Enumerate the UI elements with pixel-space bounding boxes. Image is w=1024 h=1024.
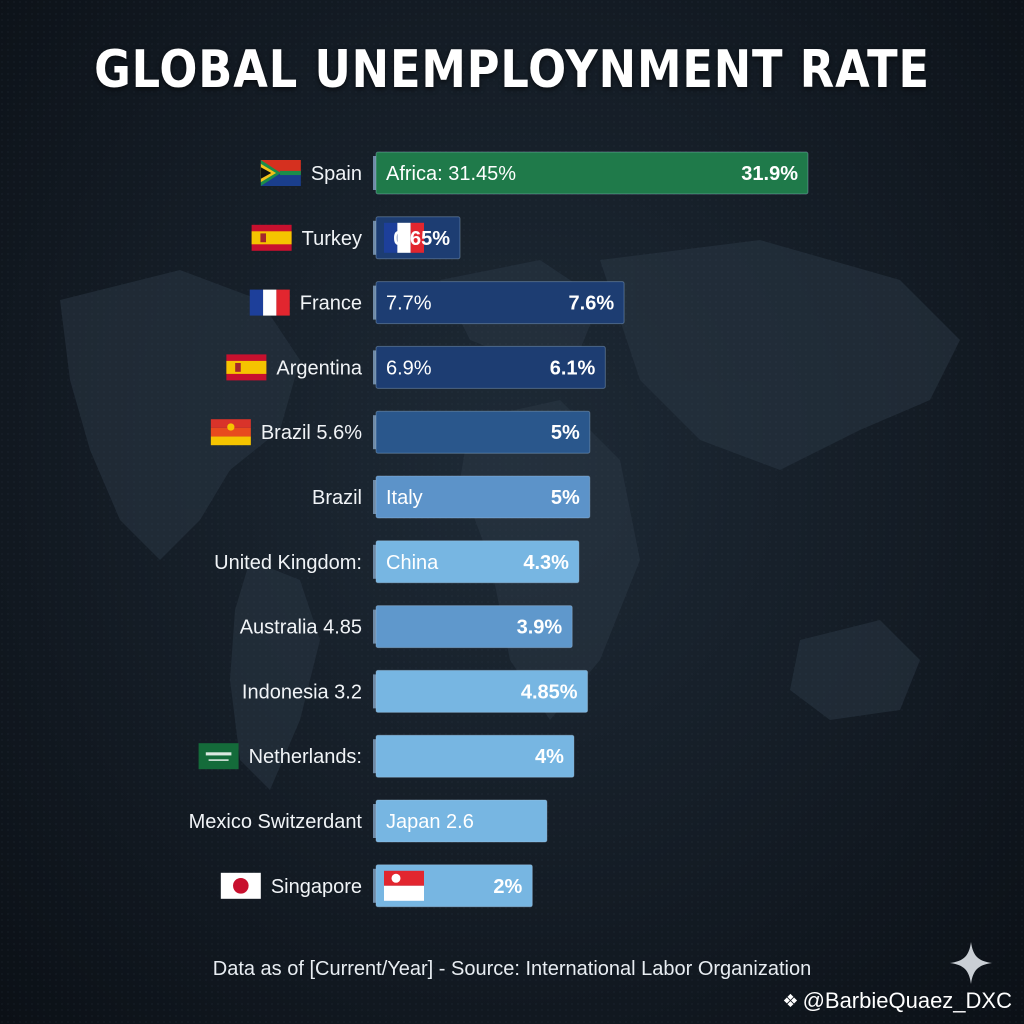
axis-tick: [373, 804, 376, 838]
value-label: 2%: [493, 876, 522, 898]
bar-inner-label: China: [386, 552, 439, 574]
bar: [375, 669, 589, 713]
japan-flag: [220, 872, 261, 899]
value-label: 7.6%: [569, 293, 615, 315]
watermark-text: @BarbieQuaez_DXC: [802, 988, 1012, 1013]
axis-tick: [373, 609, 376, 644]
category-label: Netherlands:: [249, 746, 362, 768]
bar: [375, 281, 625, 325]
bar-inner-label: 6.9%: [386, 357, 432, 379]
axis-tick: [373, 350, 376, 385]
value-label: 4.85%: [521, 681, 578, 703]
axis-tick: [373, 220, 376, 255]
category-label: Australia 4.85: [240, 617, 362, 639]
watermark: ❖ @BarbieQuaez_DXC: [782, 988, 1012, 1014]
source-footnote: Data as of [Current/Year] - Source: Inte…: [212, 958, 812, 980]
bar-inner-label: Japan 2.6: [386, 811, 474, 833]
category-label: Argentina: [276, 357, 362, 379]
axis-tick: [373, 739, 376, 774]
axis-tick: [373, 480, 376, 514]
singapore-flag: [384, 870, 424, 901]
bar: [375, 475, 591, 519]
value-label: 6.1%: [550, 357, 596, 379]
bar: [375, 799, 548, 843]
value-label: 4%: [535, 746, 564, 768]
axis-tick: [373, 674, 376, 709]
category-label: Indonesia 3.2: [242, 681, 362, 703]
bar-inner-label: Africa: 31.45%: [386, 163, 516, 185]
axis-tick: [373, 868, 376, 903]
value-label: 31.9%: [741, 163, 798, 185]
bar: [375, 734, 575, 778]
bar: [375, 345, 606, 389]
category-label: Brazil 5.6%: [261, 422, 362, 444]
france-flag: [249, 289, 290, 316]
value-label: 3.9%: [517, 617, 563, 639]
category-label: Turkey: [302, 228, 362, 250]
value-label: 5%: [551, 422, 580, 444]
category-label: Mexico Switzerdant: [189, 811, 363, 833]
sparkle-icon: [950, 942, 992, 984]
axis-tick: [373, 415, 376, 450]
bar-inner-label: Italy: [386, 487, 423, 509]
saudi-arabia-flag: [198, 743, 239, 770]
bar: [375, 540, 580, 584]
category-label: France: [300, 293, 362, 315]
category-label: United Kingdom:: [214, 552, 362, 574]
value-label: 0.65%: [393, 228, 450, 250]
value-label: 4.3%: [523, 552, 569, 574]
category-label: Singapore: [271, 876, 362, 898]
bar: [375, 410, 591, 454]
axis-tick: [373, 544, 376, 579]
category-label: Spain: [311, 163, 362, 185]
axis-tick: [373, 156, 376, 190]
france-flag: [384, 222, 424, 253]
south-africa-flag: [260, 160, 301, 186]
value-label: 5%: [551, 487, 580, 509]
category-label: Brazil: [312, 487, 362, 509]
spain-flag: [226, 354, 267, 381]
bar: [375, 605, 573, 649]
bar: [375, 151, 809, 195]
bar-inner-label: 7.7%: [386, 293, 432, 315]
diamond-logo-icon: ❖: [782, 990, 799, 1011]
germany-flag: [210, 419, 251, 446]
chart-title: GLOBAL UNEMPLOYNMENT RATE: [94, 40, 930, 100]
axis-tick: [373, 285, 376, 320]
spain-flag: [251, 224, 292, 251]
